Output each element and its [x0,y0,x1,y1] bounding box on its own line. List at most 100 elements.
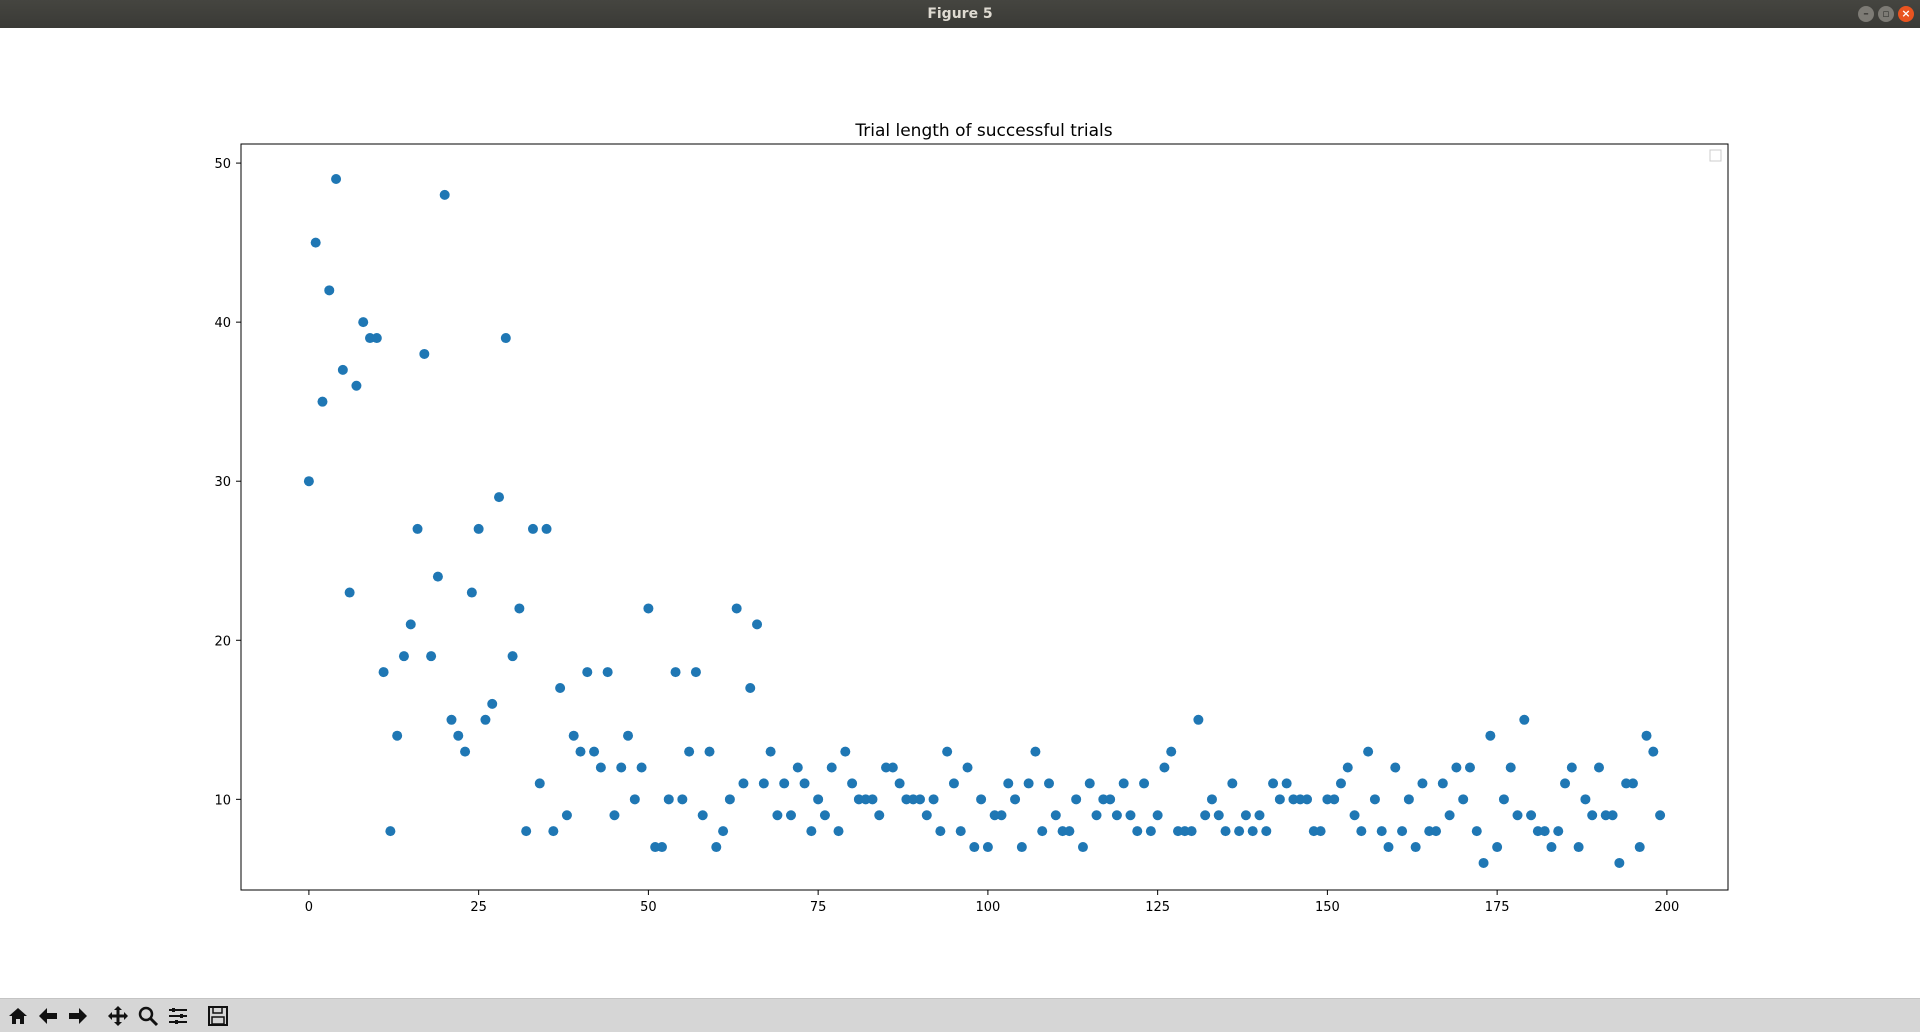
x-tick-label: 175 [1485,900,1510,915]
scatter-point [398,651,409,662]
scatter-point [1444,810,1455,821]
scatter-point [446,714,457,725]
scatter-point [1139,778,1150,789]
y-tick-label: 40 [214,316,231,331]
scatter-point [534,778,545,789]
scatter-point [1573,842,1584,853]
scatter-point [1390,762,1401,773]
window-title: Figure 5 [927,6,993,22]
scatter-point [942,746,953,757]
scatter-point [684,746,695,757]
plot-frame [240,143,1729,891]
scatter-point [1383,842,1394,853]
scatter-point [1220,826,1231,837]
scatter-point [1593,762,1604,773]
scatter-point [1641,730,1652,741]
zoom-icon[interactable] [134,1002,162,1030]
scatter-point [670,667,681,678]
scatter-point [1132,826,1143,837]
scatter-point [962,762,973,773]
scatter-point [317,396,328,407]
configure-subplots-icon[interactable] [164,1002,192,1030]
scatter-point [1186,826,1197,837]
scatter-point [1349,810,1360,821]
scatter-point [1261,826,1272,837]
y-tick-label: 30 [214,475,231,490]
scatter-point [806,826,817,837]
scatter-point [460,746,471,757]
scatter-point [514,603,525,614]
scatter-point [955,826,966,837]
scatter-point [432,571,443,582]
pan-icon[interactable] [104,1002,132,1030]
scatter-point [1159,762,1170,773]
x-tick-label: 25 [470,900,487,915]
scatter-point [1607,810,1618,821]
scatter-point [1546,842,1557,853]
scatter-point [1464,762,1475,773]
scatter-point [982,842,993,853]
y-tick-label: 50 [214,157,231,172]
scatter-point [1560,778,1571,789]
scatter-point [656,842,667,853]
scatter-point [351,380,362,391]
scatter-point [914,794,925,805]
scatter-point [1492,842,1503,853]
maximize-button[interactable]: ▫ [1878,6,1894,22]
window-titlebar: Figure 5 – ▫ × [0,0,1920,28]
scatter-point [426,651,437,662]
scatter-point [785,810,796,821]
scatter-point [1193,714,1204,725]
scatter-point [1397,826,1408,837]
scatter-point [792,762,803,773]
scatter-point [1105,794,1116,805]
scatter-point [609,810,620,821]
scatter-point [575,746,586,757]
scatter-point [1505,762,1516,773]
scatter-point [1064,826,1075,837]
figure-canvas[interactable]: Trial length of successful trials 0 25 50 7… [0,28,1920,998]
home-icon[interactable] [4,1002,32,1030]
scatter-point [1044,778,1055,789]
scatter-point [1003,778,1014,789]
scatter-point [419,348,430,359]
scatter-point [473,523,484,534]
scatter-point [799,778,810,789]
save-icon[interactable] [204,1002,232,1030]
scatter-point [758,778,769,789]
scatter-point [833,826,844,837]
scatter-point [1478,857,1489,868]
scatter-point [1234,826,1245,837]
forward-arrow-icon[interactable] [64,1002,92,1030]
scatter-point [819,810,830,821]
scatter-point [1206,794,1217,805]
scatter-point [453,730,464,741]
chart-title: Trial length of successful trials [854,121,1112,141]
legend-box [1709,149,1722,162]
close-button[interactable]: × [1898,6,1914,22]
back-arrow-icon[interactable] [34,1002,62,1030]
scatter-point [1125,810,1136,821]
scatter-point [1410,842,1421,853]
scatter-point [1302,794,1313,805]
scatter-point [1417,778,1428,789]
scatter-point [568,730,579,741]
scatter-point [1369,794,1380,805]
scatter-point [1152,810,1163,821]
scatter-point [1363,746,1374,757]
scatter-point [718,826,729,837]
scatter-point [439,189,450,200]
scatter-point [405,619,416,630]
scatter-point [1118,778,1129,789]
scatter-point [1566,762,1577,773]
scatter-point [1091,810,1102,821]
scatter-point [765,746,776,757]
scatter-point [867,794,878,805]
scatter-point [752,619,763,630]
scatter-point [1634,842,1645,853]
minimize-button[interactable]: – [1858,6,1874,22]
scatter-point [371,333,382,344]
scatter-point [1587,810,1598,821]
scatter-point [1498,794,1509,805]
scatter-point [507,651,518,662]
